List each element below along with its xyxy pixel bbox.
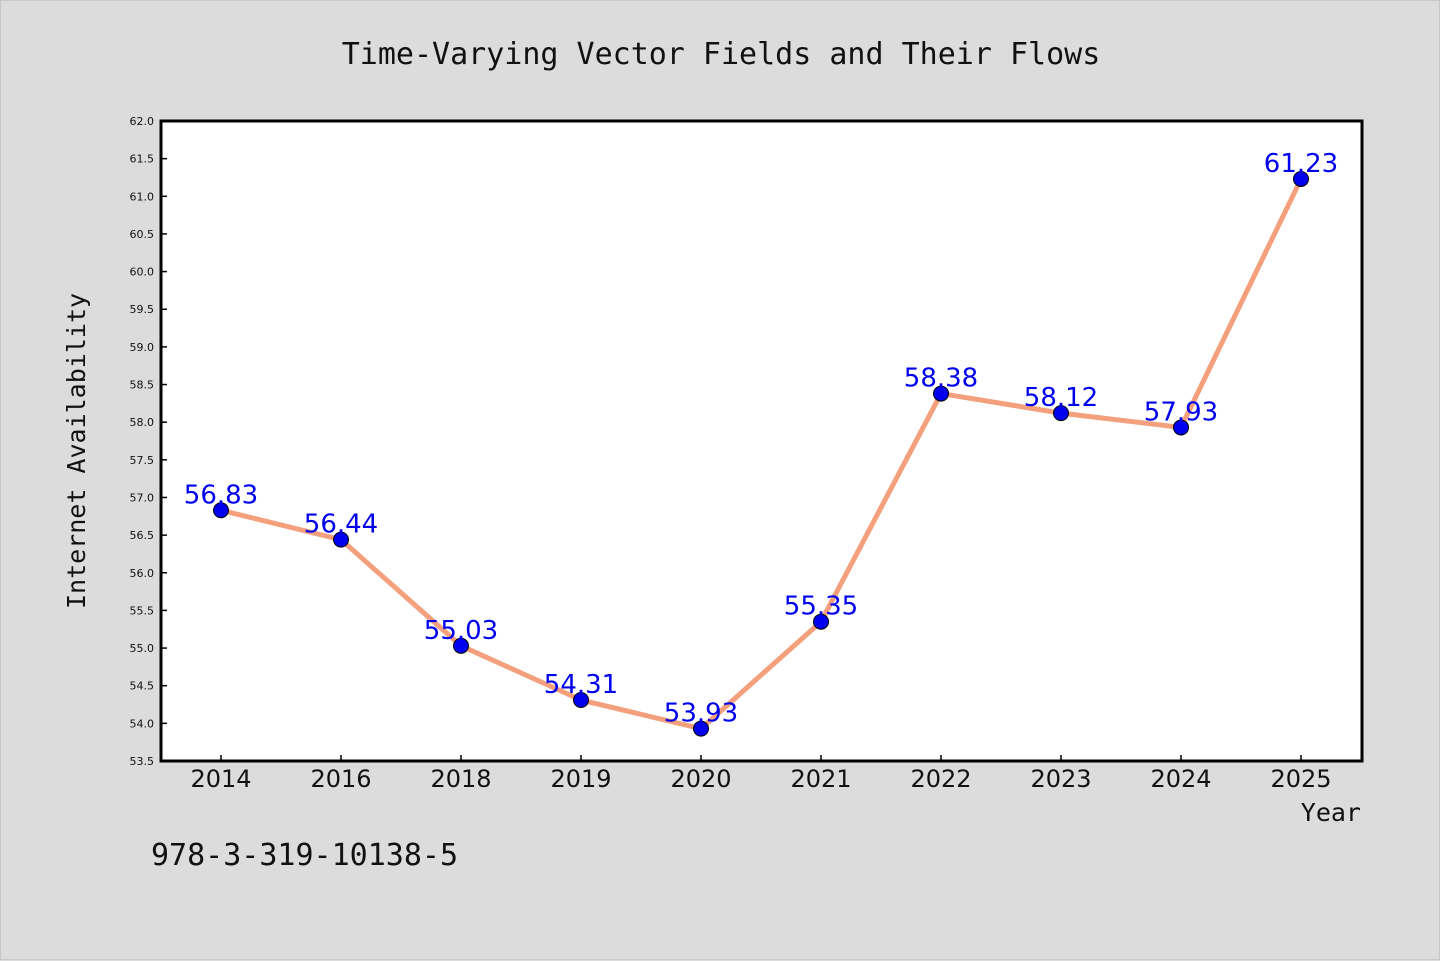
chart-title: Time-Varying Vector Fields and Their Flo… (342, 37, 1101, 72)
x-tick-label: 2020 (670, 765, 731, 793)
y-tick-label: 61.5 (130, 153, 155, 166)
y-tick-label: 59.0 (130, 341, 155, 354)
x-axis: 2014 2016 2018 2019 2020 2021 2022 2023 2024 2025 (190, 755, 1332, 793)
x-tick-label: 2016 (310, 765, 371, 793)
data-point (933, 385, 949, 402)
data-label: 57.93 (1144, 397, 1218, 427)
x-axis-label: Year (1301, 798, 1361, 827)
y-tick-label: 53.5 (130, 755, 155, 768)
y-tick-label: 56.0 (130, 567, 155, 580)
y-axis-label: Internet Availability (62, 293, 91, 609)
y-tick-label: 62.0 (130, 115, 155, 128)
x-tick-label: 2023 (1030, 765, 1091, 793)
y-tick-label: 61.0 (130, 190, 155, 203)
x-tick-label: 2025 (1270, 765, 1331, 793)
data-point (573, 692, 589, 709)
data-point (813, 613, 829, 630)
y-tick-label: 59.5 (130, 303, 155, 316)
data-label: 58.12 (1024, 383, 1098, 413)
data-point (333, 531, 349, 548)
data-point (213, 502, 229, 519)
x-tick-label: 2024 (1150, 765, 1211, 793)
x-tick-label: 2018 (430, 765, 491, 793)
y-tick-label: 56.5 (130, 529, 155, 542)
data-labels: 56.83 56.44 55.03 54.31 53.93 55.35 58.38 58.12… (184, 149, 1338, 729)
y-tick-label: 54.5 (130, 680, 155, 693)
data-label: 55.35 (784, 592, 858, 622)
y-tick-label: 55.5 (130, 604, 155, 617)
y-tick-label: 57.0 (130, 491, 155, 504)
data-point (1293, 170, 1309, 187)
y-axis: 53.5 54.0 54.5 55.0 55.5 56.0 56.5 57.0 57.5 58.0… (130, 115, 167, 768)
data-points (213, 170, 1309, 737)
x-tick-label: 2019 (550, 765, 611, 793)
data-label: 55.03 (424, 616, 498, 646)
y-tick-label: 58.0 (130, 416, 155, 429)
x-tick-label: 2014 (190, 765, 251, 793)
y-tick-label: 57.5 (130, 454, 155, 467)
footer-code: 978-3-319-10138-5 (151, 838, 458, 873)
series-line (220, 177, 1304, 732)
data-point (453, 637, 469, 654)
data-label: 54.31 (544, 670, 618, 700)
data-label: 61.23 (1264, 149, 1338, 179)
data-label: 53.93 (664, 699, 738, 729)
y-tick-label: 58.5 (130, 379, 155, 392)
data-label: 56.83 (184, 480, 258, 510)
plot-area (159, 119, 1364, 763)
data-point (1053, 405, 1069, 422)
data-point (1173, 419, 1189, 436)
y-tick-label: 60.0 (130, 266, 155, 279)
y-tick-label: 60.5 (130, 228, 155, 241)
x-tick-label: 2021 (790, 765, 851, 793)
y-tick-label: 55.0 (130, 642, 155, 655)
y-tick-label: 54.0 (130, 717, 155, 730)
x-tick-label: 2022 (910, 765, 971, 793)
data-label: 58.38 (904, 364, 978, 394)
data-point (693, 720, 709, 737)
data-label: 56.44 (304, 510, 378, 540)
